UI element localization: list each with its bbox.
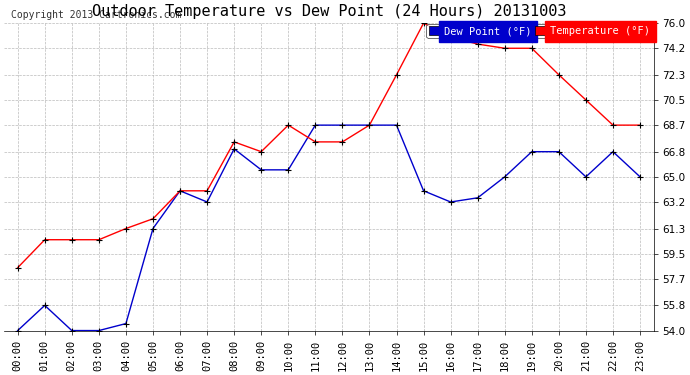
Title: Outdoor Temperature vs Dew Point (24 Hours) 20131003: Outdoor Temperature vs Dew Point (24 Hou… [92,4,566,19]
Text: Copyright 2013 Cartronics.com: Copyright 2013 Cartronics.com [10,10,181,20]
Legend: Dew Point (°F), Temperature (°F): Dew Point (°F), Temperature (°F) [426,24,653,38]
